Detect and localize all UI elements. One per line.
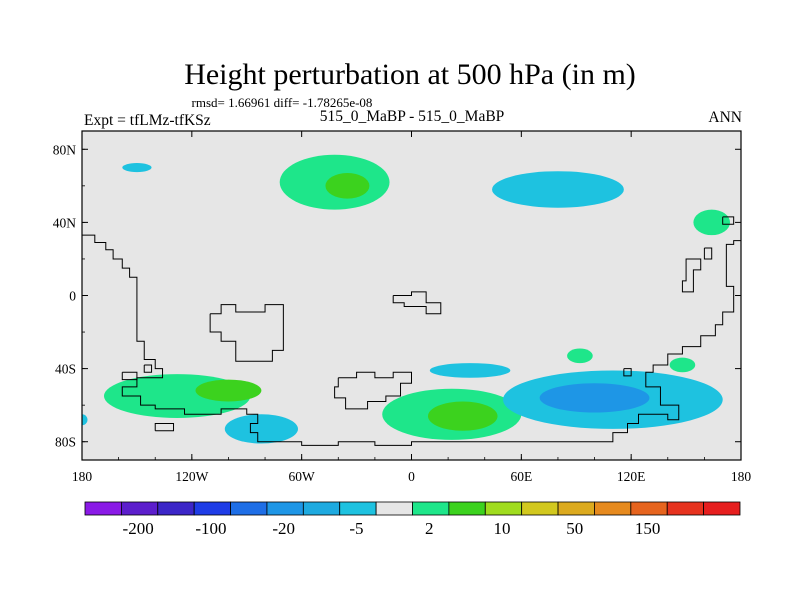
colorbar-label-6: 50	[566, 519, 583, 538]
coastline-3	[209, 304, 284, 362]
contour-region-15	[82, 414, 88, 426]
coastline-8	[703, 247, 713, 260]
colorbar-box-14	[594, 501, 632, 516]
colorbar: -200 -100 -20 -5 2 10 50 150	[84, 501, 741, 538]
axes: 180 120W 60W 0 60E 120E 180 80N 40N 0 40S 80S	[53, 131, 752, 484]
colorbar-box-5	[266, 501, 304, 516]
colorbar-label-1: -100	[195, 519, 226, 538]
colorbar-box-12	[521, 501, 559, 516]
x-tick-label-5: 120E	[617, 469, 646, 484]
x-tick-label-3: 0	[408, 469, 415, 484]
x-tick-label-2: 60W	[289, 469, 316, 484]
contour-region-12	[669, 357, 696, 373]
colorbar-box-16	[666, 501, 705, 516]
coastline-4	[334, 371, 412, 410]
coastline-7	[681, 258, 702, 293]
contour-region-2	[122, 162, 152, 173]
colorbar-box-0	[84, 501, 122, 516]
colorbar-label-5: 10	[494, 519, 511, 538]
colorbar-box-13	[557, 501, 595, 516]
colorbar-label-0: -200	[123, 519, 154, 538]
x-tick-label-6: 180	[731, 469, 752, 484]
coastline-10	[154, 422, 175, 432]
y-tick-label-0: 80N	[53, 142, 77, 157]
coastline-0	[82, 234, 741, 446]
colorbar-label-4: 2	[425, 519, 434, 538]
x-tick-label-4: 60E	[510, 469, 532, 484]
colorbar-box-6	[302, 501, 341, 516]
y-tick-label-3: 40S	[55, 362, 76, 377]
colorbar-box-3	[193, 501, 231, 516]
coastlines	[82, 216, 741, 446]
colorbar-box-10	[448, 501, 486, 516]
left-label: Expt = tfLMz-tfKSz	[84, 112, 211, 129]
coastline-6	[722, 216, 735, 225]
contour-region-1	[325, 173, 370, 199]
y-tick-label-1: 40N	[53, 215, 77, 230]
contour-region-10	[429, 363, 511, 378]
colorbar-label-7: 150	[635, 519, 661, 538]
colorbar-box-11	[484, 501, 523, 516]
x-tick-label-0: 180	[72, 469, 93, 484]
colorbar-box-9	[412, 501, 450, 516]
colorbar-box-1	[120, 501, 159, 516]
coastline-2	[121, 371, 138, 381]
coastline-5	[392, 291, 442, 315]
contour-region-14	[539, 383, 650, 413]
colorbar-label-2: -20	[272, 519, 295, 538]
colorbar-box-7	[339, 501, 377, 516]
colorbar-box-17	[703, 501, 741, 516]
contour-fills	[82, 154, 731, 444]
contour-region-8	[195, 379, 262, 402]
contour-region-6	[427, 401, 498, 431]
x-tick-label-1: 120W	[175, 469, 208, 484]
coastline-1	[143, 364, 153, 373]
coastline-9	[623, 368, 632, 377]
colorbar-box-15	[630, 501, 668, 516]
right-label: ANN	[708, 109, 742, 126]
chart-title: Height perturbation at 500 hPa (in m)	[184, 58, 636, 91]
colorbar-label-3: -5	[349, 519, 363, 538]
y-tick-label-2: 0	[69, 289, 76, 304]
center-label: 515_0_MaBP - 515_0_MaBP	[320, 108, 505, 125]
contour-region-9	[224, 414, 299, 444]
colorbar-box-8	[375, 501, 413, 516]
contour-region-11	[567, 348, 593, 364]
colorbar-box-2	[157, 501, 195, 516]
colorbar-box-4	[230, 501, 268, 516]
contour-region-4	[693, 209, 731, 236]
stats-label: rmsd= 1.66961 diff= -1.78265e-08	[192, 95, 373, 110]
contour-region-3	[492, 171, 624, 208]
y-tick-label-4: 80S	[55, 435, 76, 450]
